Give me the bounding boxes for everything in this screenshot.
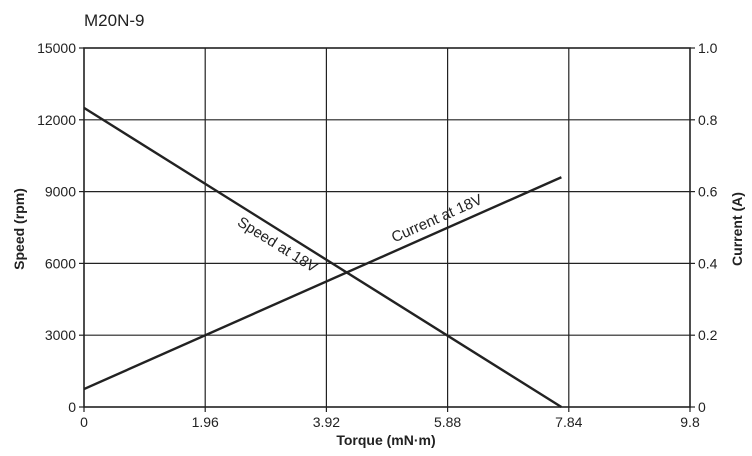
y-left-tick-label: 15000 — [37, 40, 76, 56]
y-left-axis-label: Speed (rpm) — [11, 188, 27, 270]
x-tick-label: 5.88 — [434, 414, 461, 430]
x-tick-label: 7.84 — [555, 414, 582, 430]
y-right-tick-label: 0.6 — [698, 184, 718, 200]
y-right-tick-label: 0.2 — [698, 327, 718, 343]
x-tick-label: 9.8 — [680, 414, 700, 430]
plot-frame — [83, 47, 691, 408]
x-axis-ticks: 0 1.96 3.92 5.88 7.84 9.8 — [80, 407, 700, 430]
series-lines — [83, 106, 563, 409]
y-right-axis-ticks: 0 0.2 0.4 0.6 0.8 1.0 — [690, 40, 718, 415]
x-tick-label: 0 — [80, 414, 88, 430]
x-axis-label: Torque (mN·m) — [336, 432, 435, 448]
y-right-tick-label: 0.4 — [698, 255, 718, 271]
y-right-tick-label: 0 — [698, 399, 706, 415]
grid-lines — [84, 48, 690, 407]
y-left-tick-label: 9000 — [45, 184, 76, 200]
y-left-tick-label: 12000 — [37, 112, 76, 128]
x-tick-label: 1.96 — [192, 414, 219, 430]
current-line — [83, 176, 562, 391]
y-left-axis-ticks: 0 3000 6000 9000 12000 15000 — [37, 40, 84, 415]
speed-line — [83, 106, 563, 409]
speed-series-label: Speed at 18V — [234, 214, 320, 277]
x-tick-label: 3.92 — [313, 414, 340, 430]
y-left-tick-label: 0 — [68, 399, 76, 415]
chart-title: M20N-9 — [84, 11, 144, 30]
y-right-tick-label: 1.0 — [698, 40, 718, 56]
y-left-tick-label: 6000 — [45, 255, 76, 271]
y-left-tick-label: 3000 — [45, 327, 76, 343]
y-right-tick-label: 0.8 — [698, 112, 718, 128]
y-right-axis-label: Current (A) — [729, 192, 745, 266]
